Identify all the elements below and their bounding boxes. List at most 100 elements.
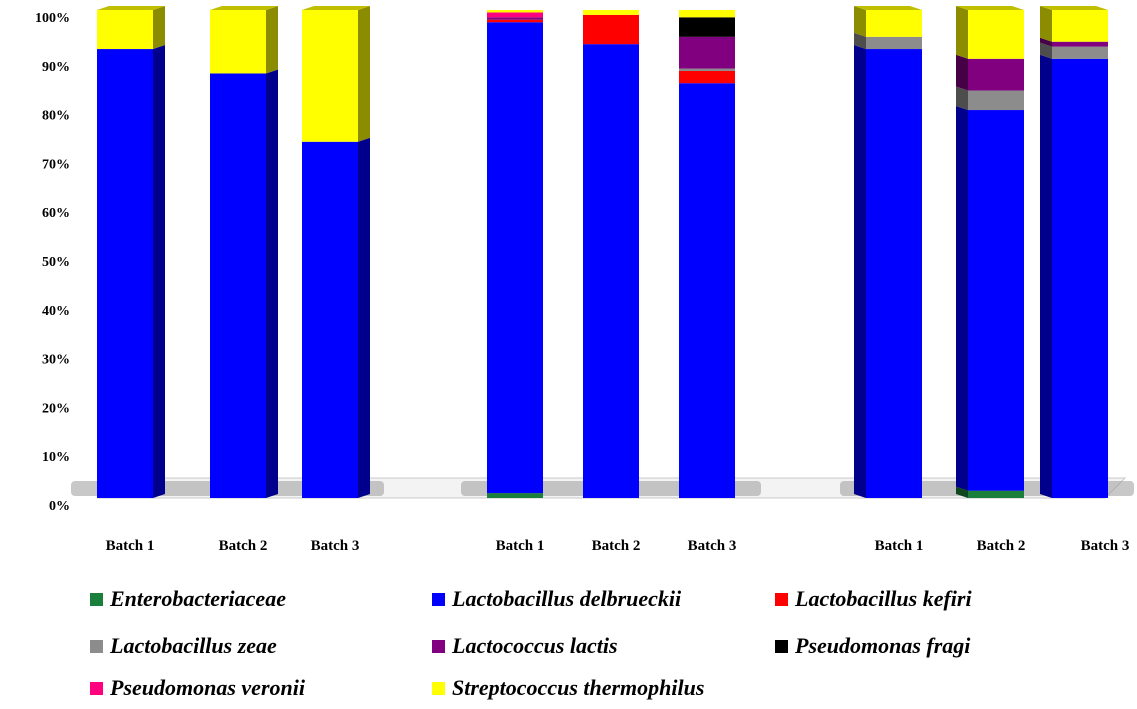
bar-segment xyxy=(679,83,735,498)
y-tick-label: 100% xyxy=(35,11,70,26)
bar-segment xyxy=(1052,58,1108,499)
bar-segment xyxy=(210,10,266,74)
bar-stack xyxy=(302,6,370,498)
legend-item: Lactobacillus zeae xyxy=(90,633,277,658)
bar-segment xyxy=(679,36,735,69)
legend-label: Lactobacillus zeae xyxy=(109,633,277,658)
bar-segment xyxy=(679,17,735,37)
y-tick-label: 40% xyxy=(42,304,70,319)
bar-segment-top xyxy=(210,6,278,10)
bar-segment xyxy=(487,12,543,18)
bar-stack xyxy=(583,10,639,498)
bar-segment xyxy=(679,10,735,18)
legend-item: Lactobacillus kefiri xyxy=(775,586,972,611)
y-tick-label: 20% xyxy=(42,401,70,416)
bar-segment xyxy=(968,110,1024,491)
y-tick-label: 90% xyxy=(42,60,70,75)
bar-segment-side xyxy=(956,486,968,498)
legend-swatch xyxy=(775,640,788,653)
y-tick-label: 80% xyxy=(42,109,70,124)
legend-item: Lactococcus lactis xyxy=(432,633,618,658)
bar-stack xyxy=(679,10,735,498)
legend-swatch xyxy=(90,682,103,695)
bar-segment xyxy=(968,58,1024,91)
legend-label: Lactobacillus delbrueckii xyxy=(451,586,682,611)
bar-segment xyxy=(866,49,922,498)
y-tick-label: 10% xyxy=(42,450,70,465)
bar-segment xyxy=(97,10,153,50)
bar-segment-side xyxy=(854,6,866,37)
bar-segment xyxy=(1052,46,1108,59)
bar-segment xyxy=(1052,10,1108,42)
legend-swatch xyxy=(90,640,103,653)
bar-segment-side xyxy=(153,45,165,498)
x-tick-label: Batch 1 xyxy=(496,538,545,554)
bar-segment xyxy=(583,10,639,15)
bar-segment-top xyxy=(854,6,922,10)
legend-label: Lactococcus lactis xyxy=(451,633,618,658)
x-tick-label: Batch 2 xyxy=(219,538,268,554)
bar-segment-side xyxy=(956,54,968,91)
x-tick-label: Batch 3 xyxy=(688,538,737,554)
bar-segment-side xyxy=(854,45,866,498)
bar-segment-top xyxy=(956,6,1024,10)
bar-segment-side xyxy=(956,106,968,491)
bar-segment-side xyxy=(358,137,370,498)
bar-segment xyxy=(583,44,639,498)
bar-stack xyxy=(1040,6,1108,499)
legend-item: Pseudomonas fragi xyxy=(775,633,971,658)
legend-label: Pseudomonas fragi xyxy=(794,633,971,658)
bar-stack xyxy=(854,6,922,498)
bar-stack xyxy=(487,10,543,498)
x-tick-label: Batch 1 xyxy=(875,538,924,554)
bar-segment xyxy=(487,493,543,498)
legend-label: Enterobacteriaceae xyxy=(109,586,286,611)
bar-segment xyxy=(679,71,735,84)
bar-segment xyxy=(487,10,543,13)
y-axis: 0% 10% 20% 30% 40% 50% 60% 70% 80% 90% 100% xyxy=(35,11,70,514)
x-tick-label: Batch 1 xyxy=(106,538,155,554)
bar-stack xyxy=(210,6,278,498)
bar-segment xyxy=(866,36,922,50)
bar-segment-top xyxy=(97,6,165,10)
bar-segment-side xyxy=(956,6,968,59)
bars xyxy=(97,6,1108,499)
bar-segment xyxy=(583,14,639,45)
legend-swatch xyxy=(432,640,445,653)
bar-segment xyxy=(302,10,358,142)
y-tick-label: 0% xyxy=(49,499,70,514)
bar-segment-top xyxy=(1040,6,1108,10)
x-tick-label: Batch 3 xyxy=(311,538,360,554)
bar-segment xyxy=(1052,41,1108,47)
x-tick-label: Batch 3 xyxy=(1081,538,1130,554)
bar-segment-side xyxy=(153,6,165,50)
x-axis: Batch 1 Batch 2 Batch 3 Batch 1 Batch 2 Batch… xyxy=(106,538,1130,554)
x-tick-label: Batch 2 xyxy=(592,538,641,554)
legend-label: Pseudomonas veronii xyxy=(109,675,306,700)
bar-segment-side xyxy=(1040,37,1052,47)
y-tick-label: 50% xyxy=(42,255,70,270)
bar-segment xyxy=(968,490,1024,498)
bar-segment xyxy=(487,17,543,20)
bar-segment-side xyxy=(1040,42,1052,59)
legend-swatch xyxy=(90,593,103,606)
legend-label: Streptococcus thermophilus xyxy=(452,675,704,700)
x-tick-label: Batch 2 xyxy=(977,538,1026,554)
legend-item: Enterobacteriaceae xyxy=(90,586,286,611)
y-tick-label: 60% xyxy=(42,206,70,221)
bar-segment-side xyxy=(854,32,866,50)
legend-item: Streptococcus thermophilus xyxy=(432,675,704,700)
bar-segment xyxy=(487,22,543,494)
bar-segment xyxy=(302,141,358,498)
bar-stack xyxy=(97,6,165,498)
legend-item: Pseudomonas veronii xyxy=(90,675,306,700)
bar-segment xyxy=(968,90,1024,111)
legend-swatch xyxy=(432,593,445,606)
bar-segment xyxy=(968,10,1024,59)
legend-item: Lactobacillus delbrueckii xyxy=(432,586,682,611)
legend: Enterobacteriaceae Lactobacillus delbruec… xyxy=(90,586,972,700)
bar-segment-side xyxy=(358,6,370,142)
bar-segment-side xyxy=(1040,54,1052,499)
bar-segment xyxy=(97,49,153,498)
